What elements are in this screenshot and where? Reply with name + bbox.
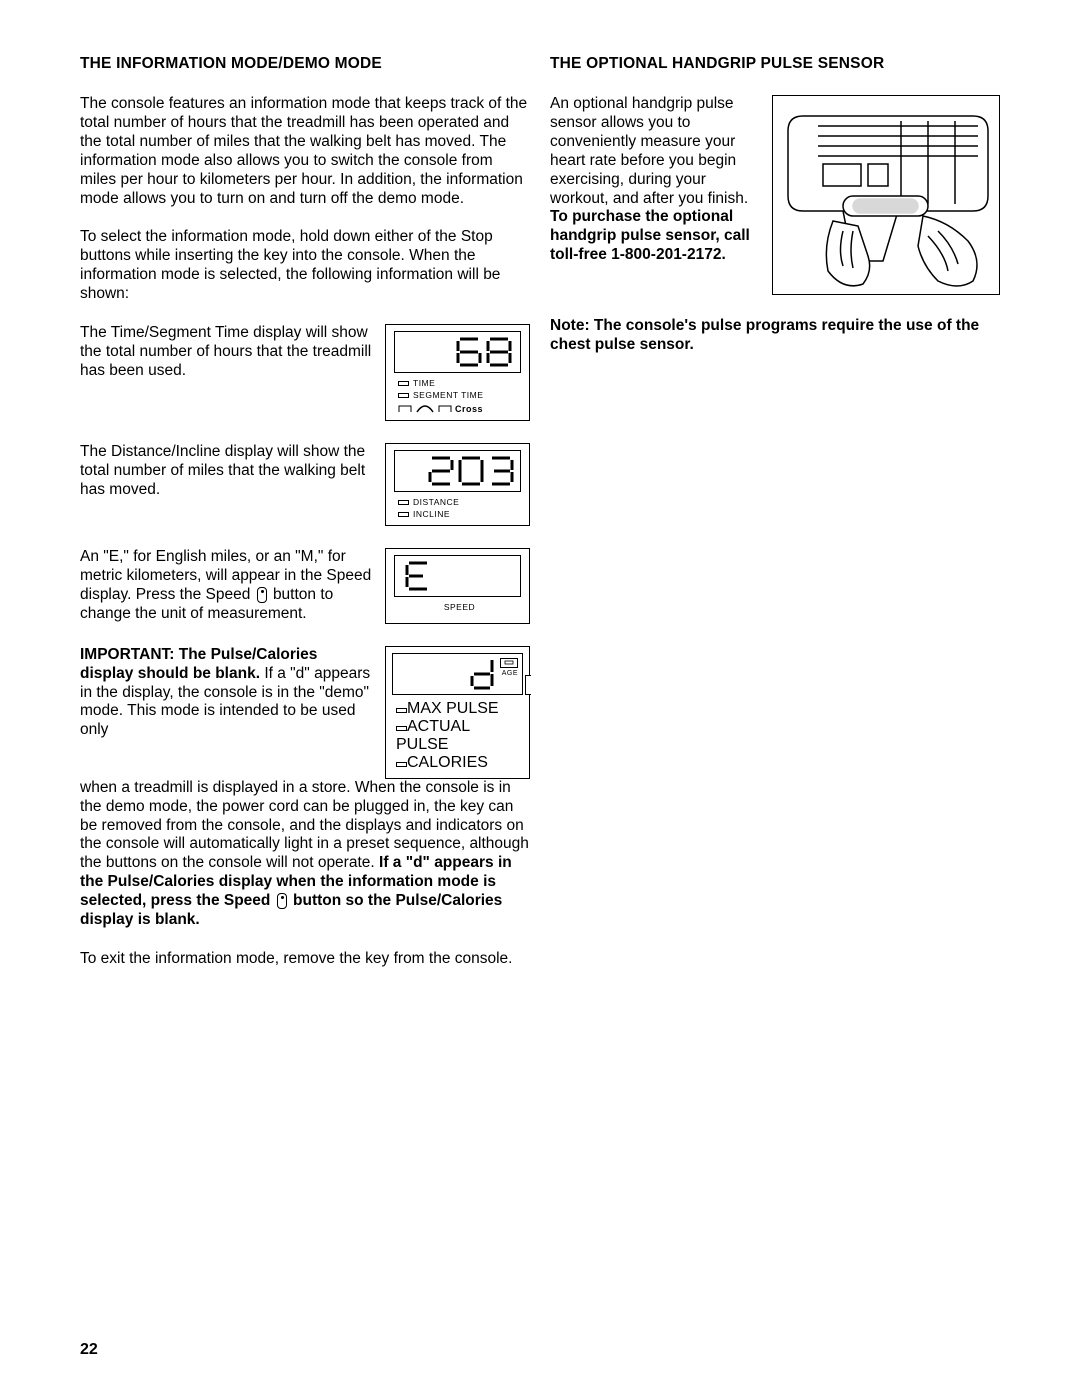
indicator-icon <box>396 762 407 767</box>
side-stub-icon <box>525 675 531 695</box>
panel-distance: DISTANCE INCLINE <box>385 443 530 526</box>
speed-up-icon <box>277 893 287 909</box>
indicator-icon <box>396 726 407 731</box>
lbl-age: AGE <box>502 670 518 677</box>
lbl-maxpulse: MAX PULSE <box>407 700 499 717</box>
lbl-cross: Cross <box>455 404 483 414</box>
page-number: 22 <box>80 1341 98 1359</box>
digit-d-icon <box>470 658 496 690</box>
left-heading: THE INFORMATION MODE/DEMO MODE <box>80 55 530 73</box>
indicator-icon <box>398 512 409 517</box>
handgrip-illustration <box>772 95 1000 295</box>
right-topblock: An optional handgrip pulse sensor allows… <box>550 95 1000 295</box>
panel-pulse: AGE MAX PULSE ACTUAL PULSE CALORIES <box>385 646 530 779</box>
panel-distance-screen <box>394 450 521 492</box>
panel-pulse-screen: AGE <box>392 653 523 695</box>
rt1: An optional handgrip pulse sensor allows… <box>550 95 748 207</box>
rt1b: To purchase the optional handgrip pulse … <box>550 208 750 263</box>
age-box-icon <box>500 658 518 668</box>
panel-time-screen <box>394 331 521 373</box>
indicator-icon <box>398 393 409 398</box>
age-ind-icon <box>504 660 514 665</box>
speed-down-icon <box>257 587 267 603</box>
block-distance-text: The Distance/Incline display will show t… <box>80 443 375 526</box>
block-pulse-text: IMPORTANT: The Pulse/Calories display sh… <box>80 646 375 779</box>
block-speed-text: An "E," for English miles, or an "M," fo… <box>80 548 375 624</box>
indicator-icon <box>398 381 409 386</box>
lbl-incline: INCLINE <box>413 509 450 519</box>
lbl-actualpulse: ACTUAL PULSE <box>396 718 470 753</box>
digit-E-icon <box>405 559 431 593</box>
lbl-time: TIME <box>413 378 435 388</box>
bracket-left-icon <box>398 404 412 413</box>
lbl-segtime: SEGMENT TIME <box>413 390 483 400</box>
bracket-right-icon <box>438 404 452 413</box>
right-toptext: An optional handgrip pulse sensor allows… <box>550 95 762 295</box>
right-heading: THE OPTIONAL HANDGRIP PULSE SENSOR <box>550 55 1000 73</box>
lbl-calories: CALORIES <box>407 754 488 771</box>
left-p1: The console features an information mode… <box>80 95 530 208</box>
arc-icon <box>415 403 435 414</box>
right-note: Note: The console's pulse programs requi… <box>550 317 1000 355</box>
left-p4: To exit the information mode, remove the… <box>80 950 530 969</box>
left-p3: when a treadmill is displayed in a store… <box>80 779 530 930</box>
block-distance: The Distance/Incline display will show t… <box>80 443 530 526</box>
block-speed: An "E," for English miles, or an "M," fo… <box>80 548 530 624</box>
block-time-text: The Time/Segment Time display will show … <box>80 324 375 421</box>
digit-203-icon <box>428 454 514 488</box>
left-p2: To select the information mode, hold dow… <box>80 228 530 304</box>
panel-speed-screen <box>394 555 521 597</box>
panel-speed: SPEED <box>385 548 530 624</box>
indicator-icon <box>396 708 407 713</box>
lbl-speed: SPEED <box>444 602 475 612</box>
block-pulse: IMPORTANT: The Pulse/Calories display sh… <box>80 646 530 779</box>
lbl-distance: DISTANCE <box>413 497 459 507</box>
digit-68-icon <box>456 335 514 369</box>
panel-time: TIME SEGMENT TIME Cross <box>385 324 530 421</box>
block-time: The Time/Segment Time display will show … <box>80 324 530 421</box>
indicator-icon <box>398 500 409 505</box>
